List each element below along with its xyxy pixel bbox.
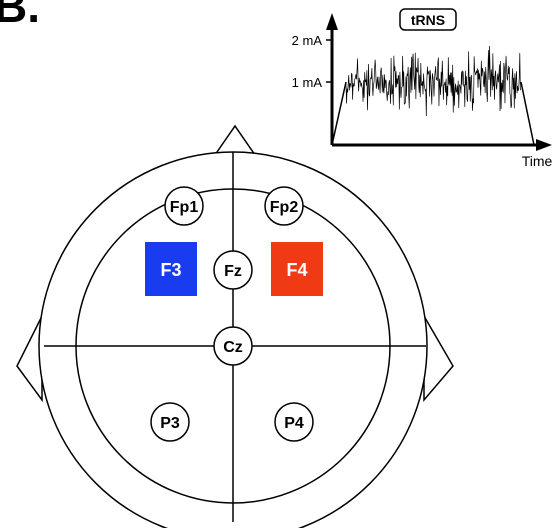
noise-waveform <box>345 45 522 117</box>
ramp-down <box>520 81 535 146</box>
x-axis-label: Time <box>522 153 553 169</box>
fz-electrode <box>213 250 253 290</box>
eeg-head-montage: F3 F4 Fp1 Fp2 Fz Cz P3 P4 <box>16 124 454 528</box>
fp2-electrode <box>264 186 304 226</box>
f4-stim-electrode <box>271 242 323 296</box>
x-axis-arrow <box>536 139 552 151</box>
trns-badge <box>399 8 457 31</box>
fp2-label: Fp2 <box>270 199 299 216</box>
right-ear <box>423 313 454 403</box>
ytick-label-high: 2 mA <box>292 33 323 48</box>
trns-waveform-plot: 2 mA 1 mA Time tRNS <box>292 8 553 169</box>
p3-electrode <box>150 402 190 442</box>
panel-label: B. <box>0 0 40 32</box>
fp1-electrode <box>164 186 204 226</box>
f3-stim-electrode <box>145 242 197 296</box>
fz-label: Fz <box>224 263 242 280</box>
left-ear <box>16 315 43 403</box>
cz-label: Cz <box>223 339 243 356</box>
ytick-label-low: 1 mA <box>292 75 323 90</box>
p3-label: P3 <box>160 415 180 432</box>
cz-electrode <box>213 326 253 366</box>
p4-electrode <box>274 402 314 442</box>
p4-label: P4 <box>284 415 304 432</box>
f4-label: F4 <box>286 260 307 280</box>
trns-badge-label: tRNS <box>411 12 445 28</box>
f3-label: F3 <box>160 260 181 280</box>
y-axis-arrow <box>326 13 338 30</box>
fp1-label: Fp1 <box>170 199 199 216</box>
ramp-up <box>331 81 347 146</box>
